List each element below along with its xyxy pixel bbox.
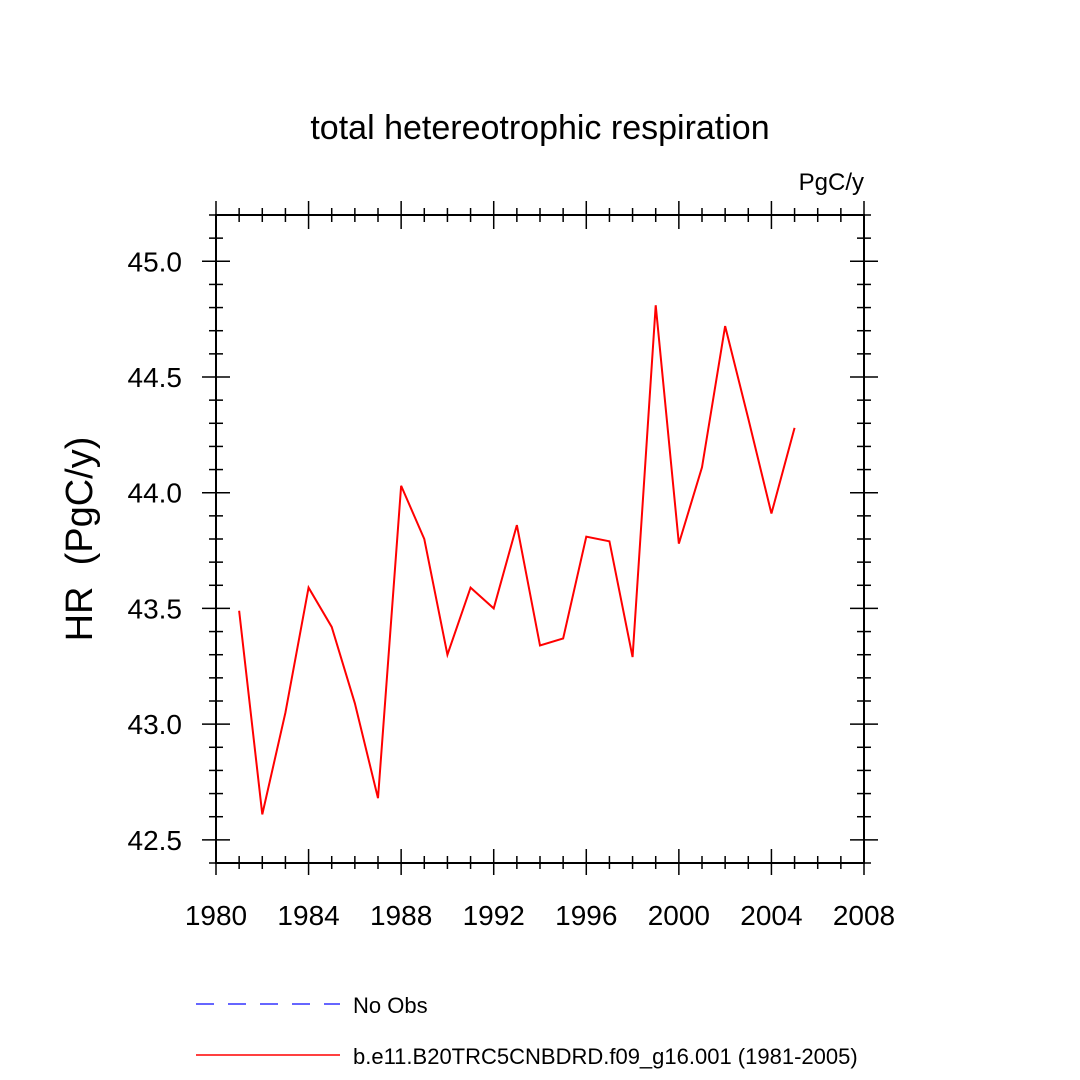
- axis-ticks: [202, 201, 878, 875]
- legend-label: b.e11.B20TRC5CNBDRD.f09_g16.001 (1981-20…: [353, 1044, 858, 1069]
- x-tick-label: 1980: [185, 900, 247, 931]
- x-tick-label: 2000: [648, 900, 710, 931]
- plot-frame: [215, 214, 865, 864]
- y-tick-label: 44.5: [128, 362, 183, 393]
- series-line-0: [238, 305, 796, 815]
- axis-tick-labels: 1980 1984 1988 1992 1996 2000 2004 2008 42.5 43.0…: [128, 246, 896, 931]
- y-tick-label: 42.5: [128, 825, 183, 856]
- chart-title: total hetereotrophic respiration: [310, 109, 769, 147]
- units-label: PgC/y: [799, 169, 864, 196]
- y-tick-label: 43.5: [128, 593, 183, 624]
- y-tick-label: 43.0: [128, 709, 183, 740]
- y-tick-label: 45.0: [128, 246, 183, 277]
- x-tick-label: 2004: [740, 900, 802, 931]
- legend-label: No Obs: [353, 993, 428, 1018]
- legend: No Obs b.e11.B20TRC5CNBDRD.f09_g16.001 (1…: [196, 993, 858, 1069]
- x-tick-label: 1984: [277, 900, 339, 931]
- x-tick-label: 1996: [555, 900, 617, 931]
- y-axis-label: HR (PgC/y): [59, 437, 101, 642]
- y-tick-label: 44.0: [128, 478, 183, 509]
- x-tick-label: 2008: [833, 900, 895, 931]
- series-layer: [238, 305, 796, 815]
- x-tick-label: 1988: [370, 900, 432, 931]
- x-tick-label: 1992: [463, 900, 525, 931]
